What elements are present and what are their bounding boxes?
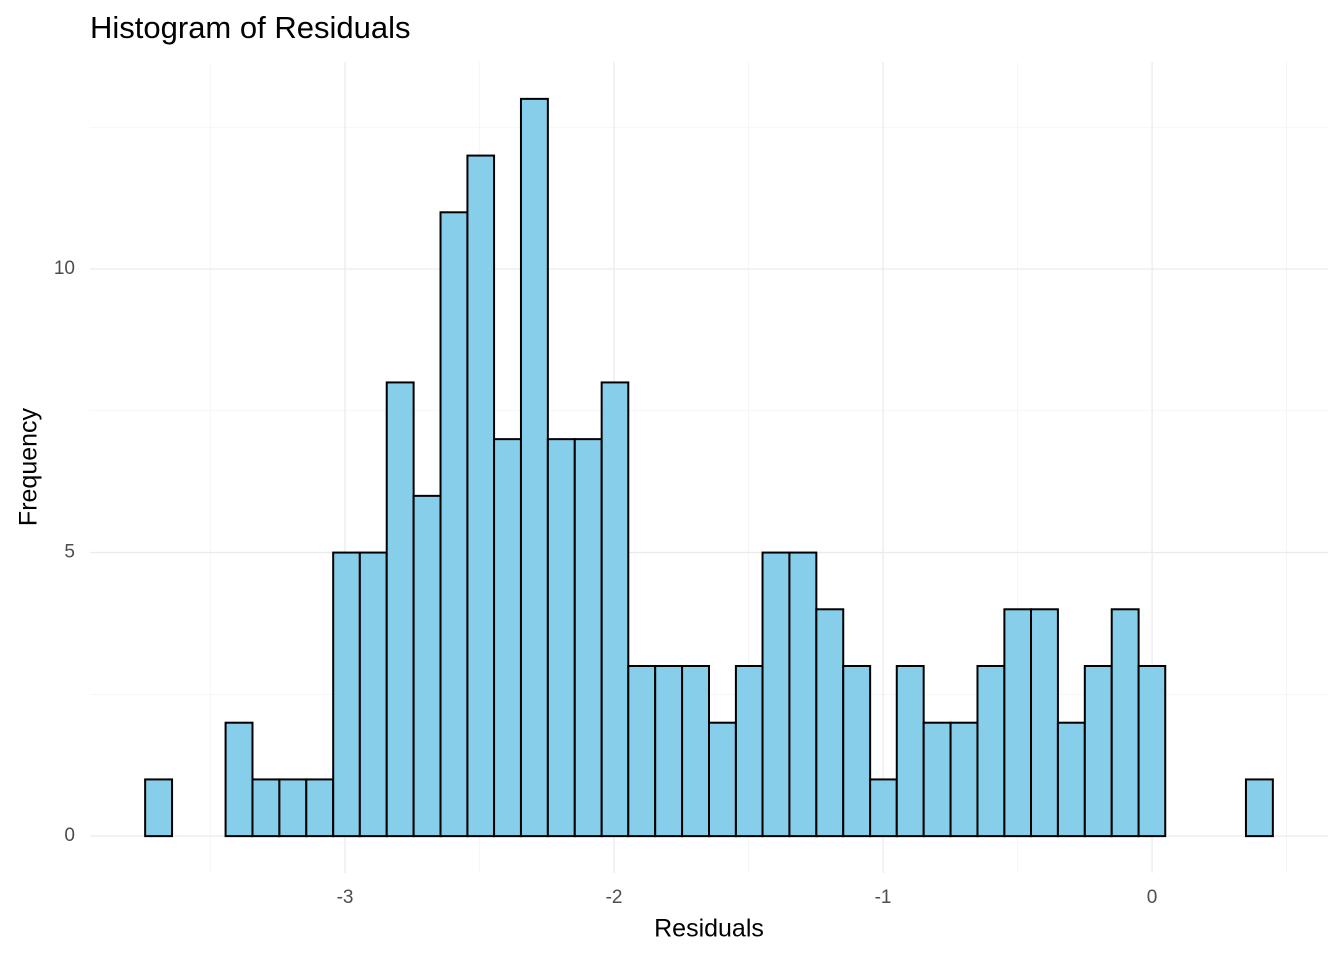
bar [466, 154, 496, 838]
bar [493, 438, 522, 838]
bar [251, 778, 281, 838]
bar [439, 211, 469, 838]
bar [976, 664, 1006, 838]
bar [144, 778, 174, 838]
x-tick-label: 0 [1147, 887, 1158, 908]
bar [681, 664, 710, 838]
bar [358, 551, 388, 838]
bar [895, 664, 925, 838]
y-tick-label: 10 [54, 258, 75, 279]
bar [600, 381, 630, 838]
bar [654, 664, 684, 838]
bar [1110, 608, 1140, 838]
x-tick-label: -2 [606, 887, 623, 908]
bar [708, 721, 737, 838]
bar [412, 494, 442, 838]
bar [1083, 664, 1113, 838]
bar [922, 721, 952, 838]
bar [385, 381, 415, 838]
y-tick-label: 0 [64, 825, 75, 846]
bar [305, 778, 335, 838]
bar [1030, 608, 1059, 838]
bar [761, 551, 791, 838]
bar [788, 551, 818, 838]
bar [1056, 721, 1086, 838]
x-axis-title: Residuals [654, 915, 764, 943]
bar [869, 778, 898, 838]
bar [573, 438, 603, 838]
bar [734, 664, 764, 838]
x-tick-label: -1 [875, 887, 892, 908]
bar [1244, 778, 1274, 838]
bar [224, 721, 254, 838]
chart-title: Histogram of Residuals [90, 10, 410, 45]
bar [1137, 664, 1167, 838]
bar [519, 97, 549, 838]
bar [546, 438, 576, 838]
bar [815, 608, 845, 838]
y-tick-label: 5 [64, 542, 75, 563]
bar [842, 664, 872, 838]
y-axis-title: Frequency [15, 407, 43, 526]
bar [332, 551, 361, 838]
bar [278, 778, 308, 838]
bar [949, 721, 979, 838]
x-tick-label: -3 [337, 887, 354, 908]
bar [627, 664, 657, 838]
bar [1003, 608, 1033, 838]
